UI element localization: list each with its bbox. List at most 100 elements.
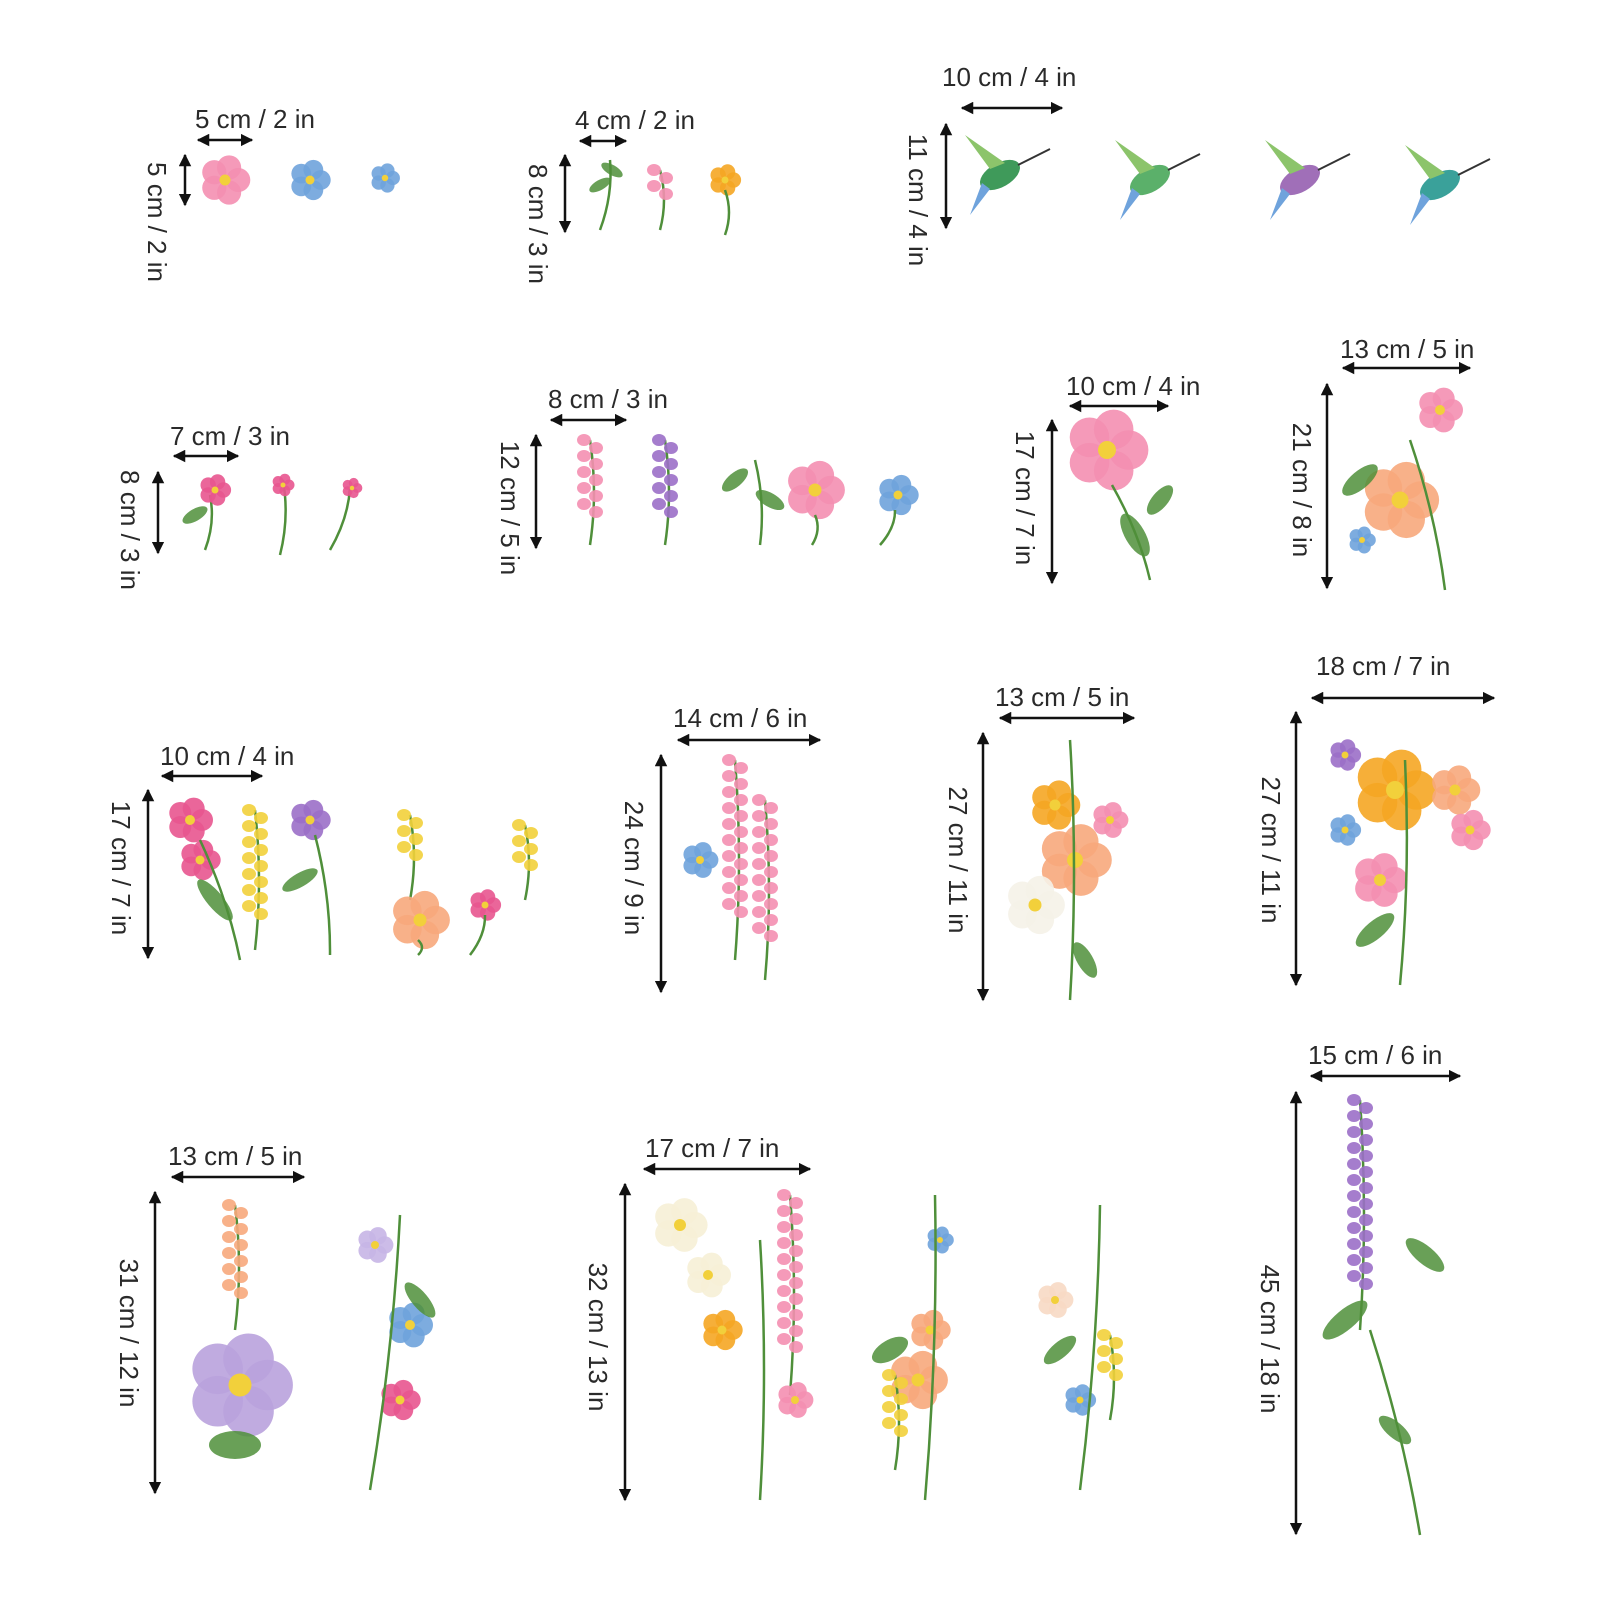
width-label-tulip-group: 10 cm / 4 in xyxy=(160,741,295,771)
yellow-sprig-2-bloom xyxy=(512,835,526,847)
marigold-stem xyxy=(723,189,731,236)
tulip-stem xyxy=(198,839,242,961)
mimosa-sprig-stem xyxy=(253,809,261,951)
width-label-hydrangea-set: 13 cm / 5 in xyxy=(168,1141,303,1171)
peony-leaf xyxy=(1146,485,1174,515)
blue-stem xyxy=(879,509,897,546)
pink-foxglove-bloom xyxy=(789,1229,803,1241)
coral-lilac-bloom xyxy=(234,1255,248,1267)
pink-larkspur-2-bloom xyxy=(764,914,778,926)
pink-larkspur-bloom xyxy=(734,874,748,886)
purple-foxglove-bloom xyxy=(1359,1134,1373,1146)
pink-wisteria-bloom xyxy=(577,498,591,510)
pink-larkspur-stem xyxy=(733,759,741,961)
tulip-leaf xyxy=(197,879,233,921)
pink-foxglove-bloom xyxy=(777,1317,791,1329)
coral-rose xyxy=(911,1309,951,1351)
pink-foxglove-bloom xyxy=(777,1285,791,1297)
purple-foxglove-bloom xyxy=(1347,1158,1361,1170)
pink-larkspur-bloom xyxy=(734,826,748,838)
purple-foxglove-bloom xyxy=(1359,1198,1373,1210)
pink-peony xyxy=(1069,409,1149,491)
pale-blossom xyxy=(1038,1282,1074,1318)
foxglove-stem xyxy=(758,1239,766,1501)
rose-stem xyxy=(1408,439,1447,591)
height-label-pink-larkspur: 24 cm / 9 in xyxy=(619,800,649,936)
pink-larkspur-bloom xyxy=(722,882,736,894)
coral-lilac-bloom xyxy=(222,1215,236,1227)
blue-bud xyxy=(927,1226,954,1254)
width-label-peach-rose-bouquet: 13 cm / 5 in xyxy=(1340,334,1475,364)
bouquet-stem xyxy=(1398,759,1409,986)
coral-lilac-bloom xyxy=(222,1199,236,1211)
pink-larkspur-2-stem xyxy=(763,799,771,981)
wild-leaf xyxy=(1043,1335,1077,1365)
yellow-cluster-stem xyxy=(893,1374,901,1471)
fern-sprig xyxy=(598,159,612,231)
hummingbird-2-body xyxy=(1130,164,1170,196)
blue-blossom-low xyxy=(1065,1384,1097,1416)
purple-foxglove-bloom xyxy=(1359,1246,1373,1258)
yellow-poppy xyxy=(1357,749,1437,831)
yellow-sprig-bloom xyxy=(397,825,411,837)
hummingbird-3-tail xyxy=(1270,188,1290,220)
hummingbird-4-beak xyxy=(1457,158,1491,176)
lavender-bloom xyxy=(358,1227,394,1263)
width-label-tiny-sprigs: 4 cm / 2 in xyxy=(575,105,695,135)
height-label-tulip-group: 17 cm / 7 in xyxy=(106,800,136,936)
purple-thistle xyxy=(1330,739,1362,771)
yellow-sprig-2-stem xyxy=(523,824,531,901)
width-label-hummingbirds: 10 cm / 4 in xyxy=(942,62,1077,92)
marigold-blossom xyxy=(710,164,742,196)
yellow-cluster-bloom xyxy=(882,1369,896,1381)
bouquet-leaf xyxy=(1355,913,1395,947)
peony-leaf xyxy=(1120,513,1150,557)
pink-foxglove-bloom xyxy=(777,1301,791,1313)
pink-larkspur-2-bloom xyxy=(764,818,778,830)
pink-foxglove-bloom xyxy=(789,1277,803,1289)
pink-wisteria-bloom xyxy=(589,506,603,518)
yellow-sprig-2-bloom xyxy=(524,843,538,855)
pink-larkspur-bloom xyxy=(722,754,736,766)
pink-larkspur-bloom xyxy=(722,834,736,846)
lavender-sprig-stem xyxy=(663,439,671,546)
pink-larkspur-bloom xyxy=(722,818,736,830)
pink-sprig-bloom xyxy=(647,180,661,192)
mimosa-sprig-bloom xyxy=(254,892,268,904)
tulip-pink xyxy=(169,797,213,843)
hummingbird-4-body xyxy=(1420,169,1460,201)
thistle-leaf xyxy=(282,868,318,892)
hydrangea-leaf xyxy=(209,1431,261,1459)
yellow-cluster-2-bloom xyxy=(1109,1353,1123,1365)
yellow-cluster-2-bloom xyxy=(1097,1361,1111,1373)
width-label-wildflower-bouquet: 18 cm / 7 in xyxy=(1316,651,1451,681)
yellow-sprig-2-bloom xyxy=(524,827,538,839)
coral-rose-2 xyxy=(891,1350,948,1410)
coral-lilac-bloom xyxy=(234,1239,248,1251)
coral-lilac-bloom xyxy=(234,1223,248,1235)
yellow-sprig-bloom xyxy=(409,849,423,861)
hydrangea xyxy=(192,1333,293,1437)
tulip-pink-2 xyxy=(181,839,221,881)
pink-sprig-bloom xyxy=(659,188,673,200)
height-label-foxglove-poppy-set: 32 cm / 13 in xyxy=(583,1262,613,1412)
poppy-stem-main xyxy=(1068,739,1076,1001)
yellow-cluster-bloom xyxy=(894,1409,908,1421)
pink-larkspur-2-bloom xyxy=(752,842,766,854)
wild-stem xyxy=(1078,1204,1102,1491)
purple-foxglove-bloom xyxy=(1347,1094,1361,1106)
peach-rose-bouquet xyxy=(1432,765,1481,815)
cream-poppy-2 xyxy=(687,1252,731,1298)
height-label-mixed-stems: 12 cm / 5 in xyxy=(495,440,525,576)
pink-blossom-low xyxy=(778,1382,814,1418)
blue-blossom-bouquet xyxy=(1330,814,1362,846)
height-label-pink-peony: 17 cm / 7 in xyxy=(1010,430,1040,566)
pink-larkspur-bloom xyxy=(722,770,736,782)
width-label-purple-foxglove: 15 cm / 6 in xyxy=(1308,1040,1443,1070)
width-label-foxglove-poppy-set: 17 cm / 7 in xyxy=(645,1133,780,1163)
pink-foxglove-bloom xyxy=(777,1189,791,1201)
lavender-sprig-bloom xyxy=(652,450,666,462)
tulip-bud-stem xyxy=(469,914,487,956)
hummingbird-1-beak xyxy=(1017,148,1051,166)
